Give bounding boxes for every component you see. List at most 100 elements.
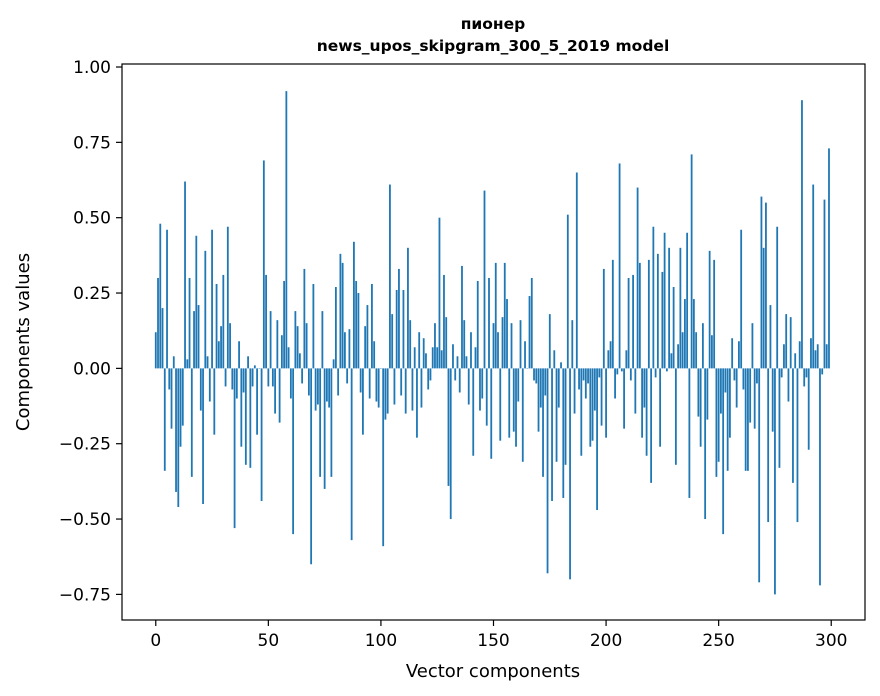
bar-49 [265, 274, 267, 369]
bar-113 [409, 320, 412, 369]
bar-285 [796, 368, 799, 523]
bar-166 [528, 296, 531, 369]
bar-33 [229, 323, 231, 369]
bar-257 [733, 368, 736, 381]
bar-243 [701, 323, 704, 369]
bar-25 [211, 229, 213, 369]
bar-79 [332, 359, 335, 369]
bar-194 [591, 368, 594, 441]
bar-244 [704, 368, 707, 520]
bar-189 [580, 368, 583, 456]
bar-29 [220, 326, 222, 369]
bar-168 [533, 368, 535, 381]
bar-208 [623, 368, 625, 429]
bar-195 [593, 368, 596, 411]
bar-191 [584, 368, 587, 399]
bar-99 [377, 368, 380, 408]
bar-88 [353, 241, 355, 369]
bar-21 [202, 368, 204, 504]
y-tick-label: −0.50 [59, 510, 111, 530]
bar-254 [726, 368, 729, 471]
bar-135 [458, 368, 461, 393]
bar-192 [587, 368, 589, 384]
bar-72 [316, 368, 319, 405]
bar-268 [758, 368, 761, 583]
bar-152 [497, 332, 499, 369]
bar-139 [467, 368, 470, 405]
bar-127 [440, 350, 443, 369]
bar-58 [285, 91, 288, 369]
x-tick-label: 0 [150, 631, 161, 651]
bar-8 [172, 356, 175, 369]
bar-266 [753, 368, 756, 429]
bar-167 [530, 277, 533, 369]
bar-235 [683, 299, 686, 369]
bar-117 [418, 332, 421, 369]
bar-153 [499, 368, 502, 441]
bar-76 [325, 368, 328, 402]
bar-256 [731, 338, 734, 369]
bar-91 [359, 368, 362, 393]
bar-102 [384, 368, 387, 420]
bar-90 [357, 293, 360, 369]
chart-title-line-2: news_upos_skipgram_300_5_2019 model [317, 37, 670, 55]
bar-1 [157, 277, 159, 369]
bar-16 [190, 368, 193, 477]
bar-103 [386, 368, 389, 414]
bar-264 [749, 368, 752, 423]
bar-110 [402, 290, 405, 369]
bar-185 [571, 320, 574, 369]
bar-77 [328, 368, 331, 408]
bar-120 [425, 353, 427, 369]
bar-180 [560, 362, 562, 369]
y-tick-label: 0.75 [73, 133, 111, 153]
bar-223 [656, 253, 659, 369]
bar-270 [762, 247, 765, 369]
bar-94 [366, 305, 369, 369]
bar-114 [411, 368, 414, 411]
bar-187 [575, 172, 578, 369]
bar-283 [792, 368, 794, 483]
bar-131 [449, 368, 452, 520]
bar-35 [233, 368, 236, 529]
bar-179 [557, 368, 560, 408]
y-tick-label: −0.75 [59, 585, 111, 605]
bar-236 [686, 232, 689, 369]
bar-54 [276, 320, 279, 369]
bar-269 [760, 196, 763, 369]
bar-85 [346, 368, 349, 384]
bar-250 [717, 368, 720, 462]
bar-227 [665, 368, 668, 372]
bar-109 [400, 368, 403, 396]
bar-183 [566, 214, 569, 369]
bar-291 [810, 338, 812, 369]
bar-55 [278, 368, 281, 423]
bar-19 [197, 305, 200, 369]
bar-24 [208, 368, 211, 402]
x-tick-label: 300 [815, 631, 847, 651]
bar-133 [454, 368, 457, 381]
bar-66 [303, 268, 306, 369]
bar-182 [564, 368, 567, 465]
bar-252 [722, 368, 725, 535]
bar-220 [650, 368, 653, 483]
bar-176 [551, 368, 553, 501]
bar-279 [783, 344, 785, 369]
bar-277 [778, 368, 781, 468]
bar-142 [474, 347, 477, 369]
bar-147 [485, 368, 488, 426]
bar-123 [431, 347, 434, 369]
bar-278 [780, 368, 783, 378]
bar-232 [677, 344, 680, 369]
bar-11 [179, 368, 182, 447]
bar-124 [434, 323, 436, 369]
bar-203 [611, 259, 614, 369]
bar-73 [319, 368, 322, 477]
bar-87 [350, 368, 353, 541]
bar-224 [659, 368, 662, 447]
bar-263 [747, 368, 749, 471]
bar-104 [389, 184, 391, 369]
bar-162 [519, 320, 522, 369]
bar-92 [362, 368, 364, 435]
bar-217 [643, 368, 646, 408]
